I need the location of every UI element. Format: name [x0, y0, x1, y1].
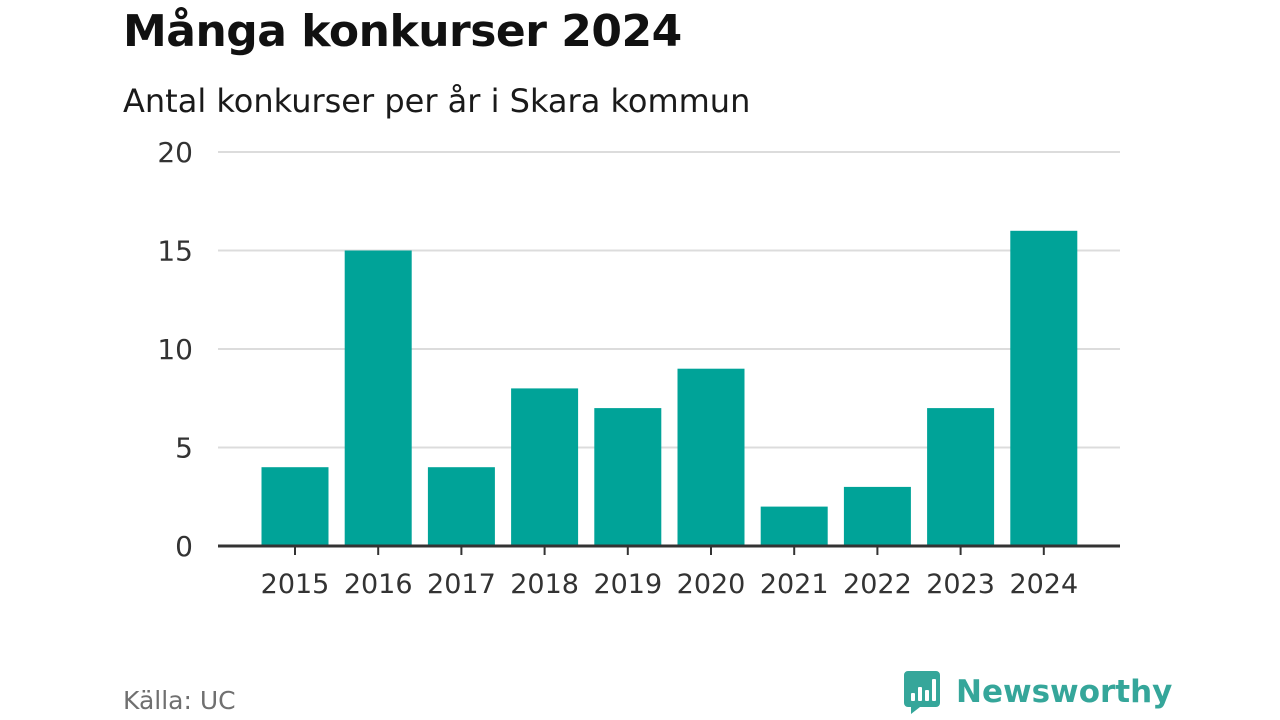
- x-tick-label: 2020: [677, 569, 746, 600]
- x-tick-label: 2015: [261, 569, 330, 600]
- bar: [511, 388, 579, 546]
- brand-logo: Newsworthy: [902, 670, 1172, 714]
- x-tick-label: 2018: [510, 569, 579, 600]
- bar: [927, 408, 995, 546]
- bar: [427, 467, 495, 546]
- bar: [843, 486, 911, 546]
- bar: [1010, 230, 1078, 547]
- newsworthy-logo-icon: [904, 671, 940, 714]
- y-tick-label: 10: [157, 333, 193, 366]
- bar: [760, 506, 828, 546]
- x-tick-label: 2021: [760, 569, 829, 600]
- bar: [594, 408, 662, 546]
- x-tick-label: 2016: [344, 569, 413, 600]
- chart-subtitle: Antal konkurser per år i Skara kommun: [123, 82, 751, 120]
- chart-title: Många konkurser 2024: [123, 6, 682, 57]
- y-tick-label: 15: [157, 235, 193, 268]
- x-tick-label: 2017: [427, 569, 496, 600]
- x-tick-label: 2023: [926, 569, 995, 600]
- x-tick-label: 2019: [593, 569, 662, 600]
- bar: [344, 250, 412, 546]
- y-tick-label: 20: [157, 136, 193, 169]
- x-tick-label: 2022: [843, 569, 912, 600]
- source-note: Källa: UC: [123, 686, 236, 715]
- bar: [677, 368, 745, 546]
- brand-name: Newsworthy: [956, 674, 1173, 710]
- y-tick-label: 5: [175, 432, 193, 465]
- x-tick-label: 2024: [1009, 569, 1078, 600]
- bar: [261, 467, 329, 546]
- y-tick-label: 0: [175, 530, 193, 563]
